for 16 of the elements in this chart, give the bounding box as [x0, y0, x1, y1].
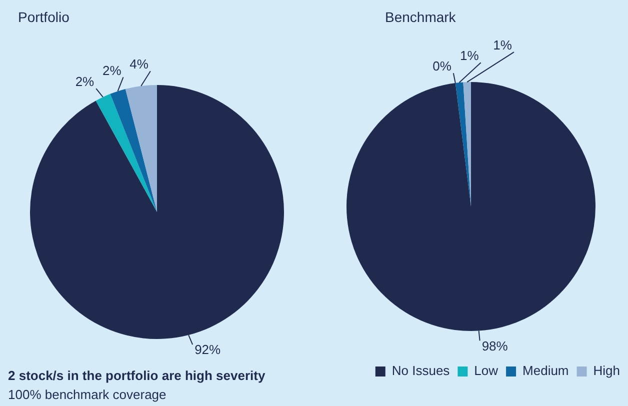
data-label: 1%	[460, 48, 480, 64]
data-label: 2%	[75, 74, 95, 90]
data-label: 1%	[493, 38, 512, 53]
data-label: 4%	[130, 56, 149, 72]
text: 2 stock/s in the portfolio are high severity	[8, 367, 266, 385]
chart-title: Portfolio	[18, 9, 70, 25]
legend-label: Medium	[522, 363, 569, 378]
data-label: 2%	[102, 62, 122, 78]
text: 0%	[432, 58, 452, 74]
legend-label: High	[593, 363, 620, 378]
data-label: 98%	[482, 338, 508, 354]
chart-title: Benchmark	[385, 9, 456, 25]
data-label: 92%	[194, 342, 222, 358]
text: 100% benchmark coverage	[8, 386, 168, 404]
legend-label: No Issues	[392, 363, 450, 378]
legend-label: Low	[474, 363, 499, 378]
